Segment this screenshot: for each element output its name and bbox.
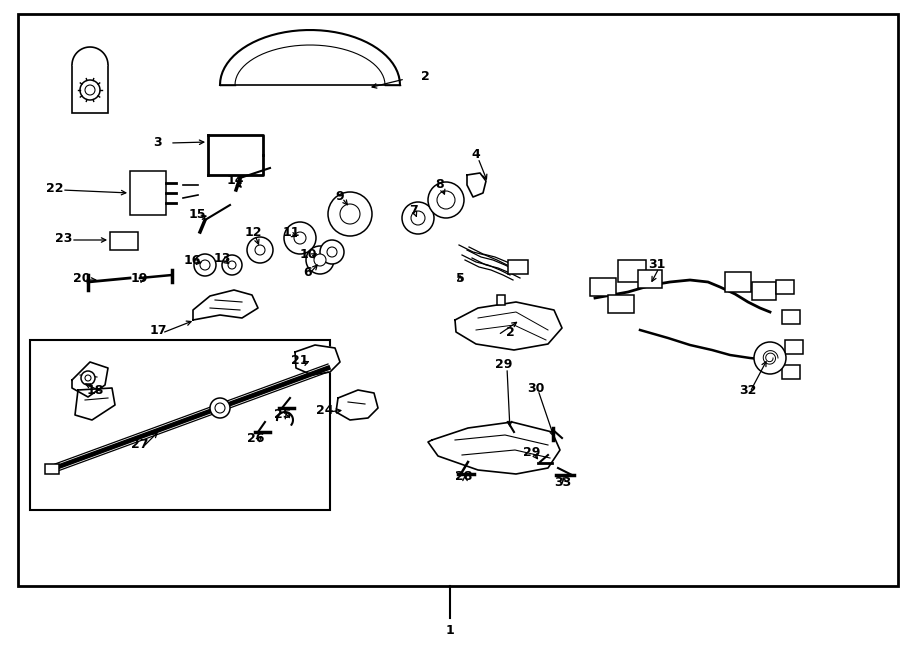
Bar (110, 232, 138, 250)
Text: 2: 2 (420, 71, 429, 83)
Text: 22: 22 (46, 182, 64, 194)
Circle shape (754, 342, 786, 374)
Polygon shape (72, 362, 108, 397)
Text: 18: 18 (86, 383, 104, 397)
Text: 8: 8 (436, 178, 445, 192)
Circle shape (222, 255, 242, 275)
Bar (782, 310, 800, 324)
Circle shape (284, 222, 316, 254)
Circle shape (81, 371, 95, 385)
Text: 33: 33 (554, 475, 572, 488)
Polygon shape (428, 422, 560, 474)
Text: 15: 15 (188, 208, 206, 221)
Circle shape (402, 202, 434, 234)
Bar (130, 171, 166, 215)
Circle shape (428, 182, 464, 218)
Text: 1: 1 (446, 623, 454, 637)
Text: 16: 16 (184, 254, 201, 266)
Polygon shape (72, 47, 108, 65)
Bar (776, 280, 794, 294)
Circle shape (294, 232, 306, 244)
Bar (590, 278, 616, 296)
Circle shape (340, 204, 360, 224)
Text: 29: 29 (523, 446, 541, 459)
Text: 27: 27 (131, 438, 149, 451)
Circle shape (327, 247, 337, 257)
Circle shape (437, 191, 455, 209)
Text: 23: 23 (55, 231, 73, 245)
Text: 17: 17 (149, 323, 166, 336)
Circle shape (200, 260, 210, 270)
Text: 26: 26 (248, 432, 265, 444)
Text: 2: 2 (506, 327, 515, 340)
Circle shape (210, 398, 230, 418)
Bar (18, 14, 898, 586)
Text: 11: 11 (283, 227, 300, 239)
Circle shape (314, 254, 326, 266)
Polygon shape (455, 302, 562, 350)
Text: 4: 4 (472, 149, 481, 161)
Circle shape (320, 240, 344, 264)
Text: 5: 5 (455, 272, 464, 284)
Bar (30, 340, 330, 510)
Text: 14: 14 (226, 173, 244, 186)
Polygon shape (295, 345, 340, 375)
Circle shape (306, 246, 334, 274)
Text: 10: 10 (299, 249, 317, 262)
Polygon shape (336, 390, 378, 420)
Text: 20: 20 (73, 272, 91, 284)
Text: 21: 21 (292, 354, 309, 366)
Text: 7: 7 (409, 204, 418, 217)
Text: 3: 3 (153, 136, 161, 149)
Circle shape (85, 85, 95, 95)
Text: 32: 32 (739, 383, 757, 397)
Bar (618, 260, 646, 282)
Polygon shape (220, 30, 400, 85)
Text: 30: 30 (527, 381, 544, 395)
Circle shape (228, 261, 236, 269)
Text: 19: 19 (130, 272, 148, 284)
Circle shape (255, 245, 265, 255)
Bar (508, 260, 528, 274)
Bar (608, 295, 634, 313)
Text: 12: 12 (244, 227, 262, 239)
Text: 6: 6 (303, 266, 312, 278)
Circle shape (194, 254, 216, 276)
Bar (72, 65, 108, 113)
Bar (785, 340, 803, 354)
Circle shape (80, 80, 100, 100)
Text: 29: 29 (495, 358, 513, 371)
Circle shape (328, 192, 372, 236)
Text: 9: 9 (336, 190, 345, 202)
Bar (725, 272, 751, 292)
Polygon shape (193, 290, 258, 320)
Bar (497, 295, 505, 305)
Bar (45, 464, 59, 474)
Circle shape (247, 237, 273, 263)
Polygon shape (467, 173, 486, 197)
Circle shape (215, 403, 225, 413)
Bar (752, 282, 776, 300)
Text: 24: 24 (316, 403, 334, 416)
Text: 31: 31 (648, 258, 666, 272)
Text: 25: 25 (274, 408, 292, 422)
Text: 13: 13 (213, 251, 230, 264)
Polygon shape (75, 388, 115, 420)
Text: 28: 28 (455, 471, 472, 483)
Circle shape (411, 211, 425, 225)
Bar (638, 270, 662, 288)
Circle shape (85, 375, 91, 381)
Bar (782, 365, 800, 379)
